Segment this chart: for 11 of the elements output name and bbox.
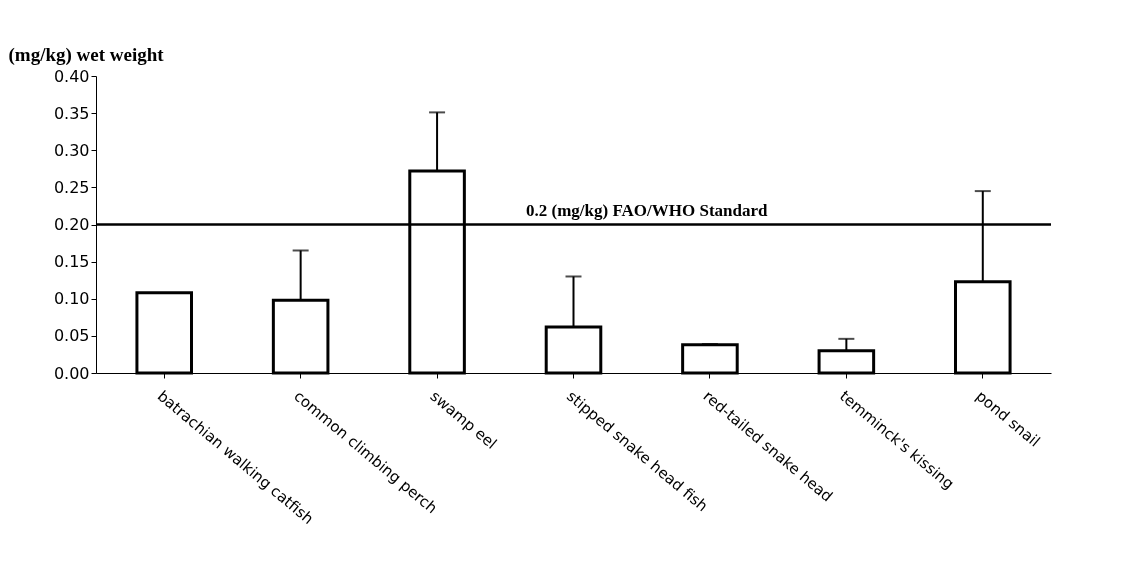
y-tick-label: 0.20 — [53, 215, 90, 234]
y-tick-label: 0.25 — [53, 177, 90, 197]
ref-line-label: 0.2 (mg/kg) FAO/WHO Standard — [526, 200, 769, 220]
y-axis-title: (mg/kg) wet weight — [8, 43, 165, 66]
y-tick-label: 0.05 — [53, 326, 90, 346]
y-tick-label: 0.00 — [53, 363, 90, 383]
y-tick-label: 0.40 — [53, 66, 90, 86]
y-tick-label: 0.30 — [53, 140, 90, 160]
y-tick-label: 0.15 — [53, 252, 90, 272]
y-tick-label: 0.10 — [53, 289, 90, 309]
y-tick-label: 0.35 — [53, 103, 90, 123]
